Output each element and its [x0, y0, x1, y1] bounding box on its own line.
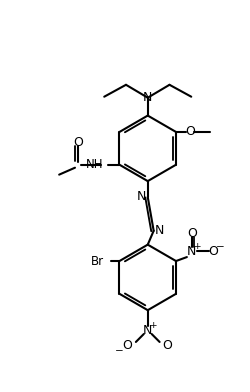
Text: N: N: [137, 191, 146, 203]
Text: N: N: [155, 224, 164, 237]
Text: N: N: [143, 91, 152, 104]
Text: N: N: [187, 245, 196, 258]
Text: N: N: [143, 323, 152, 337]
Text: −: −: [115, 346, 124, 356]
Text: O: O: [209, 245, 218, 258]
Text: NH: NH: [86, 158, 104, 171]
Text: −: −: [216, 242, 225, 252]
Text: O: O: [162, 339, 172, 352]
Text: O: O: [187, 227, 197, 240]
Text: +: +: [193, 241, 200, 250]
Text: +: +: [149, 321, 156, 330]
Text: O: O: [73, 136, 83, 149]
Text: Br: Br: [90, 254, 104, 267]
Text: O: O: [185, 125, 195, 138]
Text: O: O: [122, 339, 132, 352]
